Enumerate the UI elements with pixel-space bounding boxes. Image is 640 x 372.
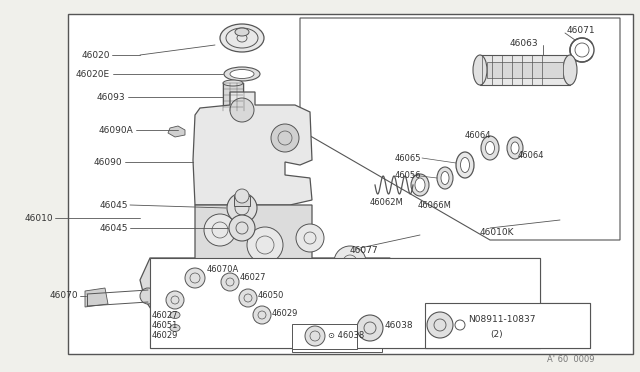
Text: 46071: 46071 xyxy=(567,26,596,35)
Text: 46077: 46077 xyxy=(350,246,379,254)
Circle shape xyxy=(427,312,453,338)
Circle shape xyxy=(227,193,257,223)
Ellipse shape xyxy=(511,142,519,154)
Ellipse shape xyxy=(481,136,499,160)
Bar xyxy=(68,14,633,354)
Text: 46065: 46065 xyxy=(395,154,422,163)
Circle shape xyxy=(305,326,325,346)
Circle shape xyxy=(296,224,324,252)
Circle shape xyxy=(239,289,257,307)
Circle shape xyxy=(271,124,299,152)
Text: 46027: 46027 xyxy=(240,273,266,282)
Text: 46064: 46064 xyxy=(465,131,492,140)
Ellipse shape xyxy=(507,137,523,159)
Ellipse shape xyxy=(223,80,243,86)
Text: A' 60  0009: A' 60 0009 xyxy=(547,356,595,365)
Ellipse shape xyxy=(224,67,260,81)
Ellipse shape xyxy=(223,108,243,114)
Polygon shape xyxy=(85,288,108,307)
Circle shape xyxy=(185,268,205,288)
Text: 46020E: 46020E xyxy=(76,70,110,78)
Text: 46090A: 46090A xyxy=(99,125,133,135)
Text: 46064: 46064 xyxy=(518,151,545,160)
Ellipse shape xyxy=(461,157,470,173)
Text: 46029: 46029 xyxy=(272,310,298,318)
Text: 46093: 46093 xyxy=(97,93,125,102)
Circle shape xyxy=(235,189,249,203)
Ellipse shape xyxy=(170,324,180,331)
Bar xyxy=(425,303,590,348)
Bar xyxy=(487,62,563,78)
Text: 46029: 46029 xyxy=(152,330,179,340)
Text: 46063: 46063 xyxy=(510,38,539,48)
Ellipse shape xyxy=(235,28,249,36)
Bar xyxy=(150,258,540,348)
Polygon shape xyxy=(168,126,185,137)
Text: 46020: 46020 xyxy=(81,51,110,60)
Text: (2): (2) xyxy=(490,330,502,339)
Ellipse shape xyxy=(170,311,180,318)
Circle shape xyxy=(166,291,184,309)
Bar xyxy=(234,196,250,206)
Circle shape xyxy=(230,98,254,122)
Text: 46070: 46070 xyxy=(49,292,78,301)
Polygon shape xyxy=(140,205,390,315)
Bar xyxy=(223,83,243,111)
Circle shape xyxy=(140,288,156,304)
Circle shape xyxy=(357,315,383,341)
Polygon shape xyxy=(193,92,312,205)
Ellipse shape xyxy=(456,152,474,178)
Text: 46090: 46090 xyxy=(93,157,122,167)
Text: 46010K: 46010K xyxy=(480,228,515,237)
Text: 46070A: 46070A xyxy=(207,266,239,275)
Circle shape xyxy=(221,273,239,291)
Ellipse shape xyxy=(437,167,453,189)
Circle shape xyxy=(356,271,384,299)
Bar xyxy=(480,55,570,85)
Bar xyxy=(292,324,357,349)
Ellipse shape xyxy=(486,141,495,154)
Ellipse shape xyxy=(220,24,264,52)
Ellipse shape xyxy=(473,55,487,85)
Text: 46045: 46045 xyxy=(99,201,128,209)
Polygon shape xyxy=(300,18,620,240)
Text: N08911-10837: N08911-10837 xyxy=(468,315,536,324)
Circle shape xyxy=(241,268,269,296)
Ellipse shape xyxy=(563,55,577,85)
Bar xyxy=(150,258,540,348)
Text: 46010: 46010 xyxy=(24,214,53,222)
Text: 46045: 46045 xyxy=(99,224,128,232)
Text: 46038: 46038 xyxy=(385,321,413,330)
Text: 46056: 46056 xyxy=(395,170,422,180)
Circle shape xyxy=(299,272,331,304)
Text: 46050: 46050 xyxy=(258,291,284,299)
Ellipse shape xyxy=(415,178,425,192)
Text: 46027: 46027 xyxy=(152,311,179,320)
Circle shape xyxy=(253,306,271,324)
Text: 46062M: 46062M xyxy=(370,198,404,206)
Ellipse shape xyxy=(441,171,449,185)
Text: ⊙ 46038: ⊙ 46038 xyxy=(328,331,364,340)
Ellipse shape xyxy=(411,174,429,196)
Ellipse shape xyxy=(230,70,254,78)
Circle shape xyxy=(334,246,366,278)
Circle shape xyxy=(247,227,283,263)
Text: 46051: 46051 xyxy=(152,321,179,330)
Text: 46066M: 46066M xyxy=(418,201,452,209)
Circle shape xyxy=(204,214,236,246)
Bar xyxy=(425,303,590,348)
Circle shape xyxy=(210,270,234,294)
Circle shape xyxy=(229,215,255,241)
Bar xyxy=(292,324,382,352)
